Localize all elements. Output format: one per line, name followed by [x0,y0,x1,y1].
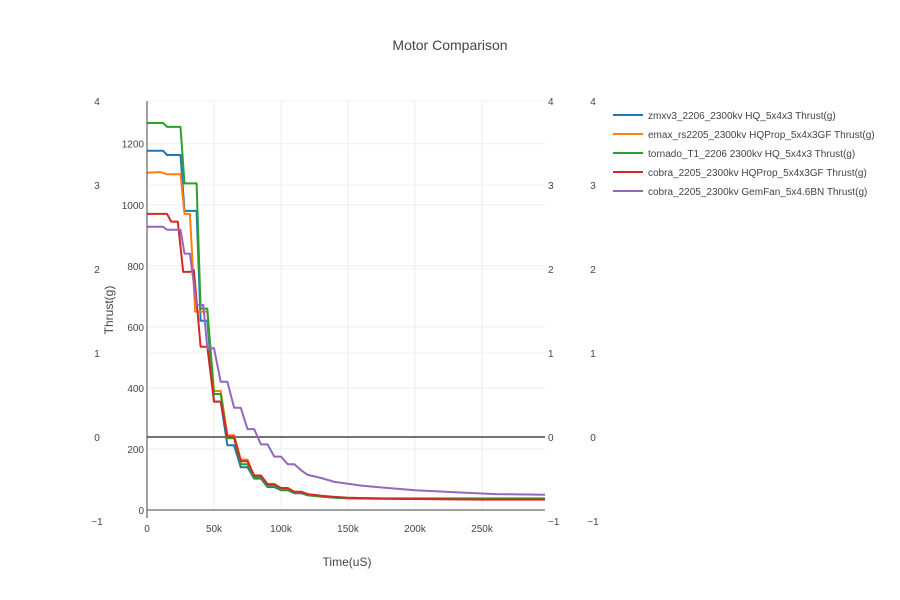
series-line-4[interactable] [147,225,546,496]
y-tick-label: 600 [127,323,144,334]
legend-item[interactable]: zmxv3_2206_2300kv HQ_5x4x3 Thrust(g) [613,111,836,122]
secondary-far-right-tick-label: 3 [590,181,596,192]
x-tick-label: 250k [471,524,494,535]
secondary-left-tick-label: −1 [91,517,103,528]
series-line-2[interactable] [147,122,545,500]
secondary-right-tick-label: 4 [548,97,554,108]
secondary-left-tick-label: 1 [94,349,100,360]
x-axis-title: Time(uS) [323,555,372,569]
secondary-right-tick-label: 1 [548,349,554,360]
secondary-right-tick-label: −1 [548,517,560,528]
legend-item[interactable]: emax_rs2205_2300kv HQProp_5x4x3GF Thrust… [613,130,875,141]
x-tick-label: 100k [270,524,293,535]
secondary-axes: −1 −1 −1 0 0 0 1 1 1 2 2 2 3 3 3 4 4 4 [91,97,599,528]
legend-label: emax_rs2205_2300kv HQProp_5x4x3GF Thrust… [648,130,875,141]
secondary-left-tick-label: 0 [94,433,100,444]
x-tick-label: 0 [144,524,150,535]
y-tick-label: 1000 [122,201,145,212]
secondary-right-tick-label: 0 [548,433,554,444]
legend-item[interactable]: cobra_2205_2300kv GemFan_5x4.6BN Thrust(… [613,187,867,198]
secondary-far-right-tick-label: 0 [590,433,596,444]
chart-title: Motor Comparison [392,37,507,53]
x-tick-label: 50k [206,524,223,535]
y-tick-label: 400 [127,384,144,395]
legend-item[interactable]: cobra_2205_2300kv HQProp_5x4x3GF Thrust(… [613,168,867,179]
secondary-far-right-tick-label: 1 [590,349,596,360]
series-line-0[interactable] [147,149,545,501]
secondary-far-right-tick-label: −1 [587,517,599,528]
legend-label: zmxv3_2206_2300kv HQ_5x4x3 Thrust(g) [648,111,836,122]
x-tick-label: 150k [337,524,360,535]
secondary-left-tick-label: 3 [94,181,100,192]
secondary-left-tick-label: 2 [94,265,100,276]
axes: 0 50k 100k 150k 200k 250k 0 200 400 600 800 1000 120… [122,101,545,535]
legend-item[interactable]: tornado_T1_2206 2300kv HQ_5x4x3 Thrust(g… [613,149,855,160]
legend[interactable]: zmxv3_2206_2300kv HQ_5x4x3 Thrust(g) emax… [613,111,875,198]
y-tick-label: 0 [138,506,144,517]
series-line-3[interactable] [147,212,545,501]
grid [147,100,545,510]
secondary-right-tick-label: 2 [548,265,554,276]
y-tick-label: 800 [127,262,144,273]
secondary-far-right-tick-label: 2 [590,265,596,276]
secondary-right-tick-label: 3 [548,181,554,192]
legend-label: tornado_T1_2206 2300kv HQ_5x4x3 Thrust(g… [648,149,855,160]
plot-area[interactable] [146,122,546,501]
legend-label: cobra_2205_2300kv GemFan_5x4.6BN Thrust(… [648,187,867,198]
secondary-left-tick-label: 4 [94,97,100,108]
y-tick-label: 1200 [122,140,145,151]
y-axis-title: Thrust(g) [102,286,116,335]
secondary-far-right-tick-label: 4 [590,97,596,108]
legend-label: cobra_2205_2300kv HQProp_5x4x3GF Thrust(… [648,168,867,179]
y-tick-label: 200 [127,445,144,456]
x-tick-label: 200k [404,524,427,535]
